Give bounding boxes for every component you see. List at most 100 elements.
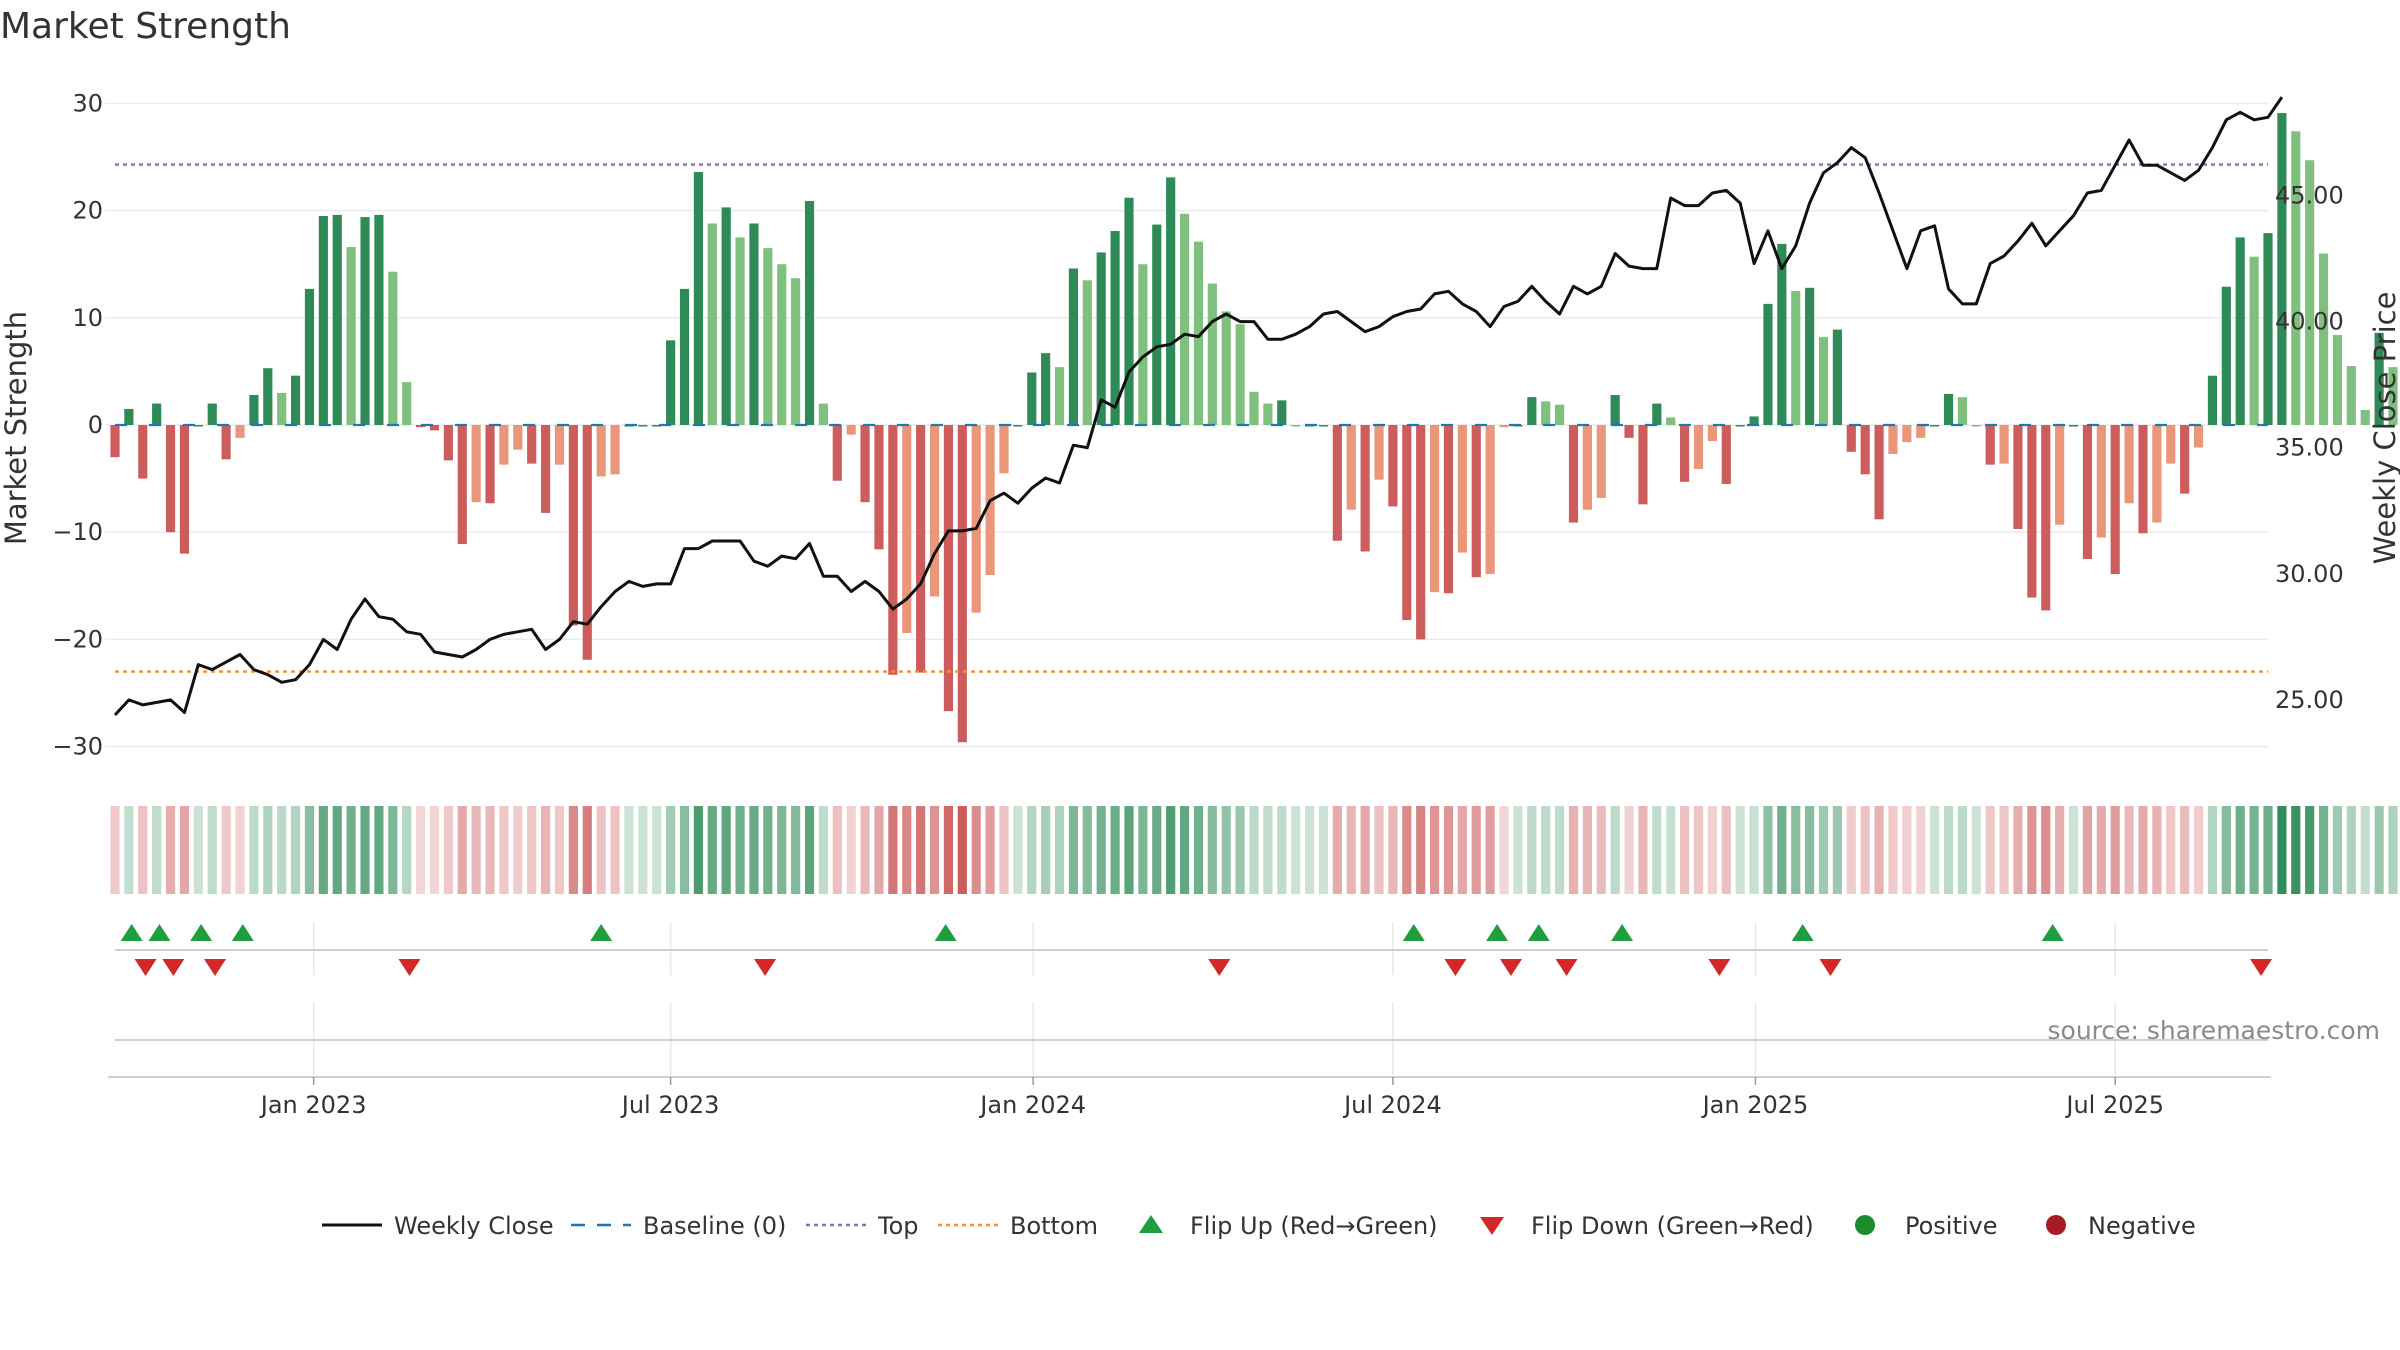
heat-strip-cell: [124, 806, 134, 894]
strength-bar: [1721, 425, 1731, 484]
heat-strip-cell: [402, 806, 412, 894]
heat-strip-cell: [138, 806, 148, 894]
strength-bar: [179, 425, 190, 554]
heat-strip-cell: [2166, 806, 2176, 894]
flip-up-marker: [934, 924, 957, 941]
strength-bar: [2013, 425, 2023, 529]
strength-bar: [1541, 401, 1551, 425]
heat-strip-cell: [1027, 806, 1037, 894]
heat-strip-cell: [1805, 806, 1815, 894]
strength-bar: [1596, 425, 1606, 498]
y-right-tick-label: 35.00: [2275, 434, 2344, 462]
strength-bar: [1360, 425, 1370, 552]
strength-bar: [749, 223, 759, 425]
heat-strip-cell: [874, 806, 884, 894]
heat-strip-cell: [152, 806, 162, 894]
heat-strip-cell: [2346, 806, 2356, 894]
reference-lines: [115, 163, 2268, 673]
heat-strip-cell: [652, 806, 662, 894]
strength-bar: [1930, 425, 1940, 427]
legend-label: Bottom: [1010, 1212, 1098, 1240]
strength-bar: [263, 368, 273, 425]
strength-bar: [1096, 252, 1106, 425]
heat-strip-cell: [1791, 806, 1801, 894]
heat-strip-cell: [499, 806, 509, 894]
heat-strip-cell: [2388, 806, 2398, 894]
heat-strip-cell: [1582, 806, 1592, 894]
heat-strip-cell: [1707, 806, 1717, 894]
legend-label: Weekly Close: [394, 1212, 554, 1240]
heat-strip-cell: [1263, 806, 1273, 894]
strength-bar: [1916, 425, 1926, 438]
strength-bar: [1249, 391, 1259, 425]
flip-up-marker: [1527, 924, 1550, 941]
heat-strip-cell: [263, 806, 273, 894]
axes: 30 20 10 0 −10 −20 −30 45.00 40.00 35.00 30.00 25.0…: [52, 89, 2343, 1119]
y-axis-label-right: Weekly Close Price: [2368, 292, 2400, 565]
source-credit: source: sharemaestro.com: [2048, 1016, 2381, 1045]
heat-strip-cell: [1971, 806, 1981, 894]
heat-strip-cell: [290, 806, 301, 894]
strength-bar: [916, 425, 926, 673]
legend-swatch-flip-up: [1139, 1215, 1163, 1233]
heat-strip-cell: [1235, 806, 1245, 894]
heat-strip-cell: [832, 806, 842, 894]
heat-strip-cell: [513, 806, 523, 894]
strength-bar: [1124, 197, 1134, 425]
strength-bar: [1805, 287, 1815, 425]
heat-strip-cell: [1957, 806, 1967, 894]
strength-bar: [1582, 425, 1592, 510]
heat-strip-cell: [2263, 806, 2273, 894]
strength-bar: [2374, 332, 2384, 425]
heat-strip-cell: [2291, 806, 2301, 894]
price-series: [113, 96, 2284, 717]
strength-bar: [1985, 425, 1995, 465]
heat-strip-cell: [679, 806, 690, 894]
strength-bar: [1957, 397, 1967, 425]
strength-bar: [1013, 425, 1023, 427]
heat-strip-cell: [1485, 806, 1495, 894]
legend-label: Baseline (0): [643, 1212, 786, 1240]
strength-bar: [596, 425, 606, 477]
strength-bar: [2360, 409, 2370, 425]
heat-strip-cell: [1110, 806, 1120, 894]
strength-bar: [2277, 113, 2287, 425]
strength-bar: [971, 425, 981, 613]
strength-bar: [1221, 311, 1231, 425]
heat-strip-cell: [707, 806, 717, 894]
heat-strip-cell: [1916, 806, 1926, 894]
heat-strip-cell: [971, 806, 981, 894]
flip-down-marker: [754, 959, 777, 976]
heat-strip-cell: [277, 806, 287, 894]
strength-bar: [818, 403, 828, 425]
strength-bar: [2291, 131, 2301, 425]
strength-bar: [416, 425, 426, 428]
strength-bars: [110, 113, 2398, 743]
strength-bar: [165, 425, 176, 533]
heat-strip-cell: [110, 806, 120, 894]
strength-bar: [943, 425, 954, 712]
heat-strip-cell: [1332, 806, 1342, 894]
flip-up-marker: [590, 924, 613, 941]
strength-bar: [207, 403, 217, 425]
strength-bar: [2096, 425, 2106, 538]
heat-strip-cell: [1304, 806, 1315, 894]
strength-bar: [2068, 425, 2079, 427]
heat-strip-cell: [2207, 806, 2218, 894]
strength-bar: [193, 425, 203, 427]
strength-bar: [402, 382, 412, 425]
legend-swatch-positive: [1855, 1215, 1875, 1235]
strength-bar: [1943, 393, 1954, 425]
heat-strip-cell: [2193, 806, 2204, 894]
heat-strip-cell: [457, 806, 467, 894]
heat-strip-cell: [2180, 806, 2190, 894]
strength-bar: [304, 288, 315, 425]
heat-strip-cell: [1693, 806, 1704, 894]
heat-strip-cell: [943, 806, 954, 894]
strength-bar: [1179, 213, 1190, 425]
heat-strip-cell: [1888, 806, 1898, 894]
strength-bar: [1318, 425, 1329, 427]
strength-bar: [221, 425, 231, 460]
heat-strip-cell: [1610, 806, 1620, 894]
